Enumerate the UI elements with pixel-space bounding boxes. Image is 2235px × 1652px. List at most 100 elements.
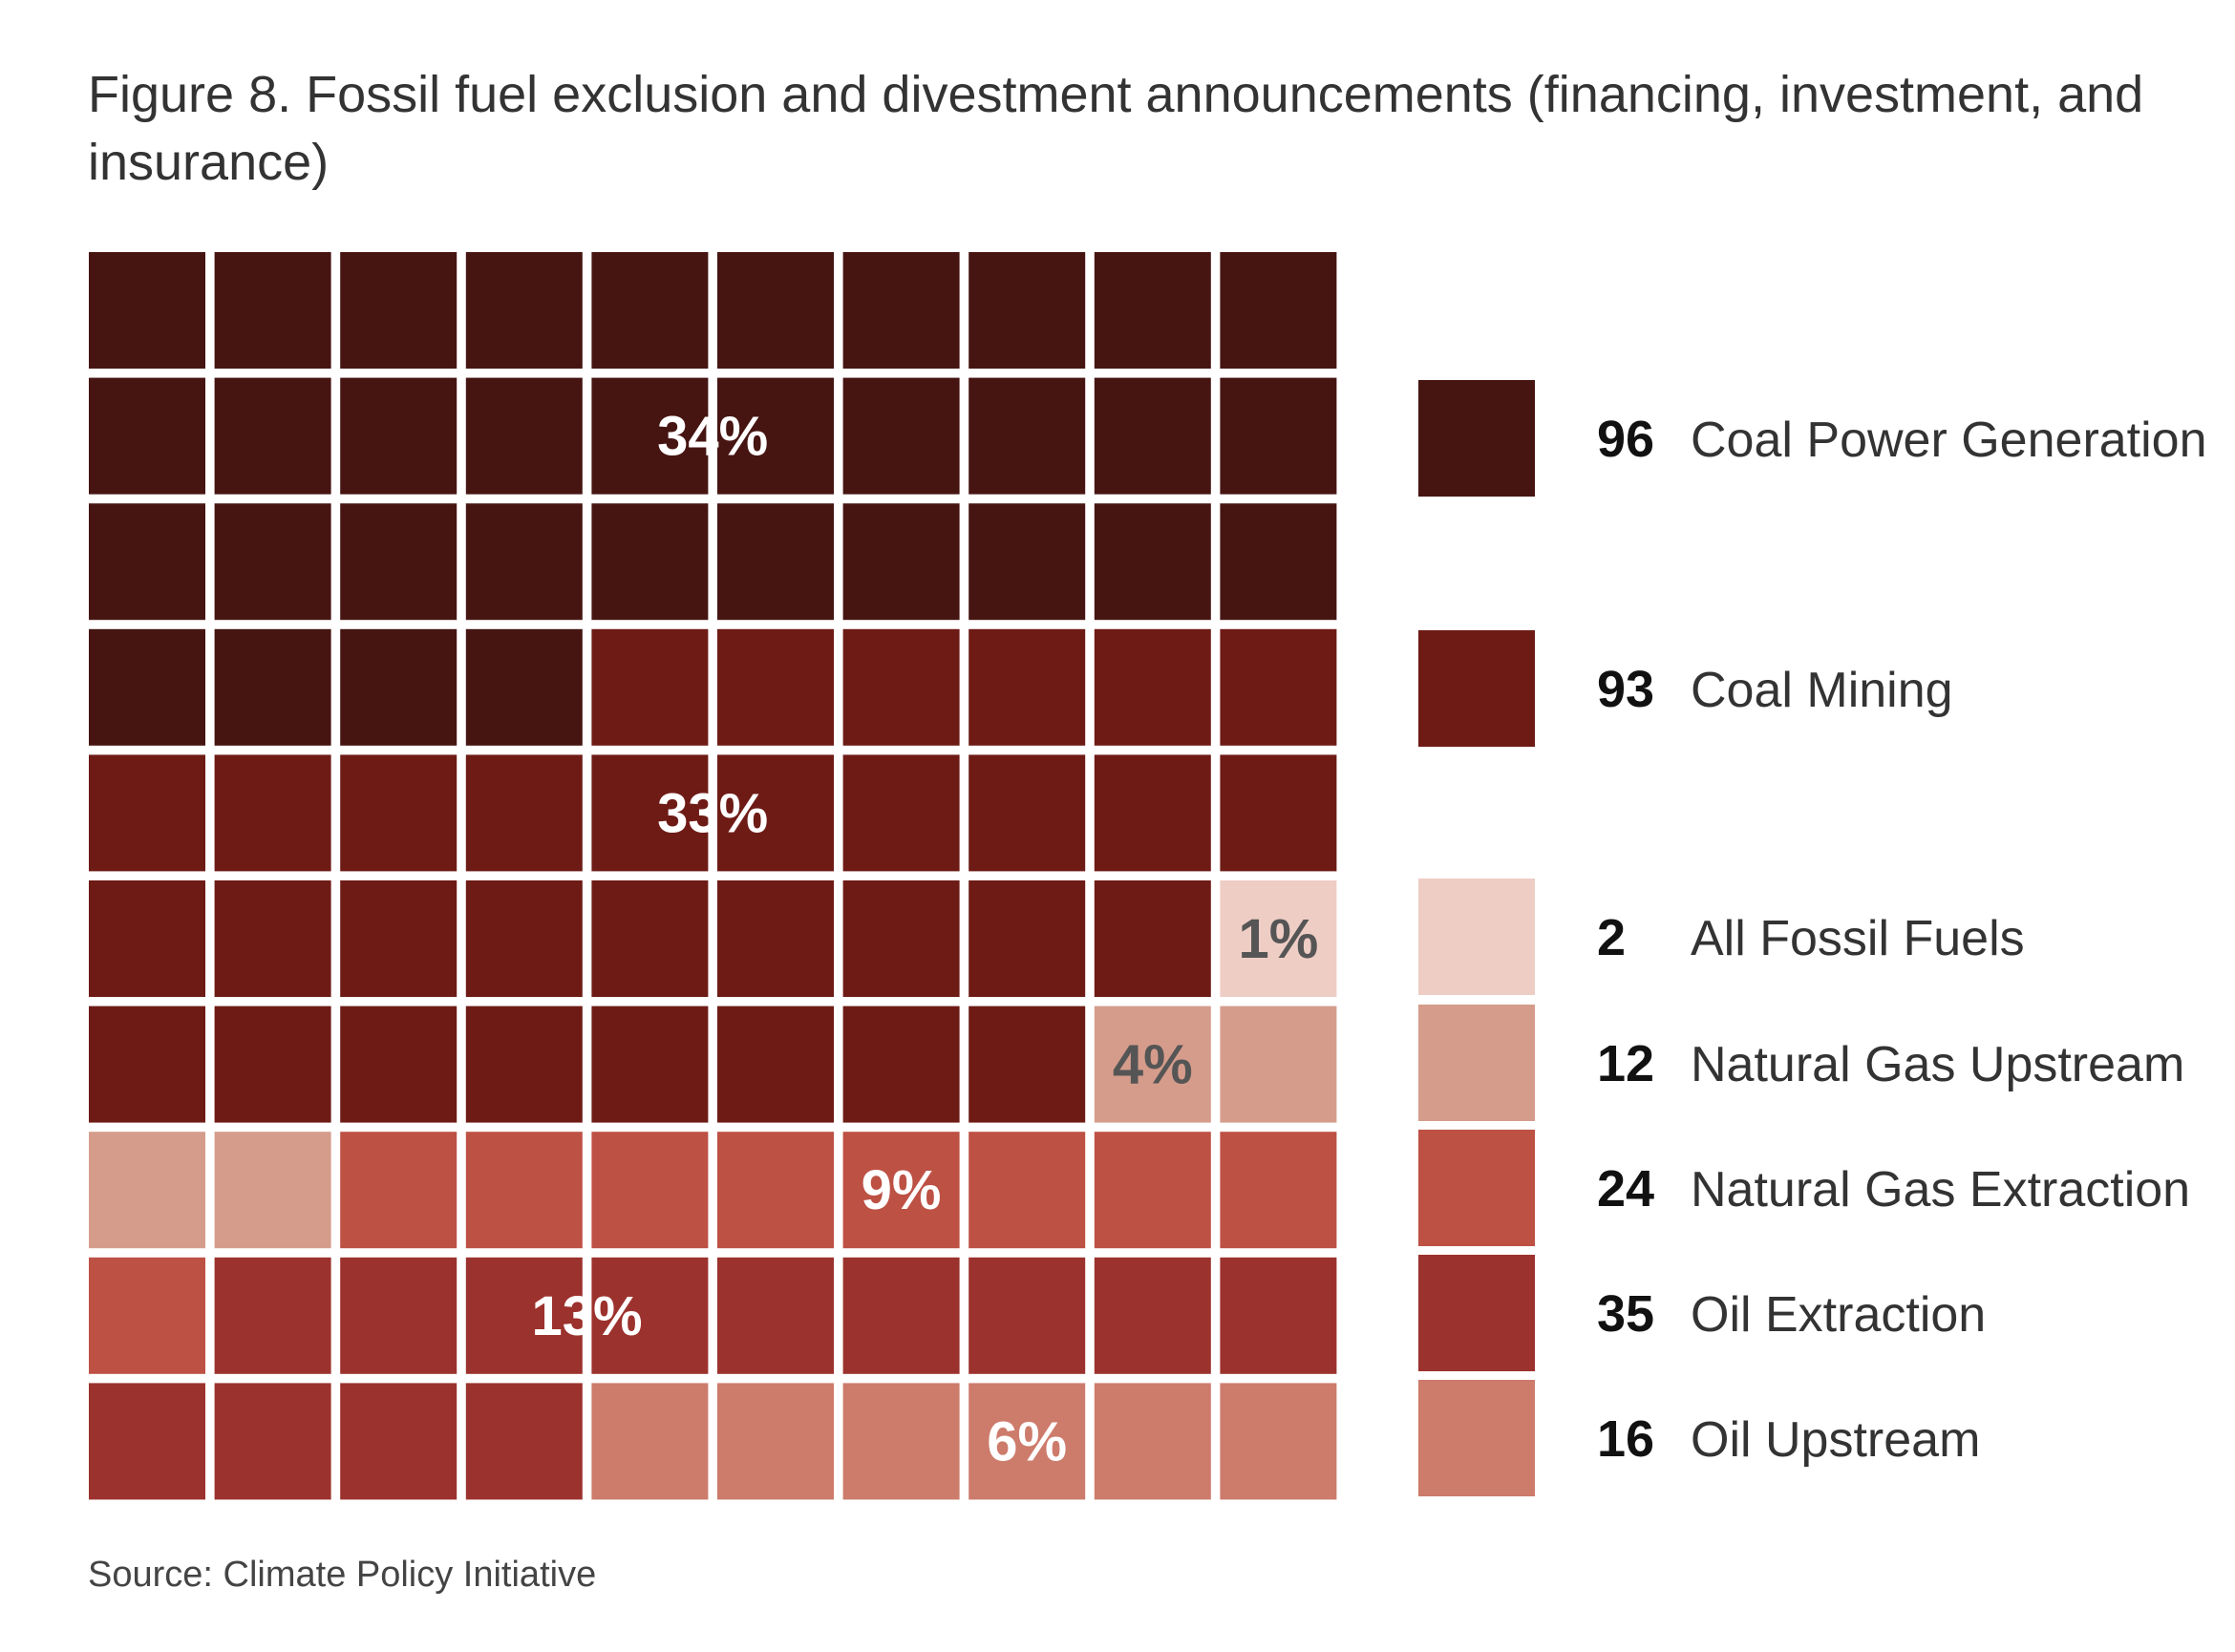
waffle-cell: [842, 1006, 960, 1123]
waffle-cell: [968, 503, 1086, 621]
waffle-cell: [968, 1006, 1086, 1123]
waffle-cell: [89, 1383, 205, 1500]
waffle-cell: [842, 880, 960, 997]
waffle-cell: [717, 503, 834, 621]
waffle-cell: [465, 1132, 583, 1249]
waffle-cell: [340, 880, 458, 997]
legend-swatch: [1418, 630, 1535, 747]
waffle-cell: [340, 503, 458, 621]
waffle-cell: [340, 1383, 458, 1500]
legend-item: 93 Coal Mining: [1418, 630, 1953, 747]
waffle-cell: [1094, 377, 1211, 495]
waffle-cell: [1094, 880, 1211, 997]
legend-swatch: [1418, 1255, 1535, 1371]
legend-label: Coal Mining: [1691, 663, 1953, 718]
waffle-cell: [591, 1257, 709, 1374]
waffle-cell: [89, 503, 205, 621]
waffle-cell: [717, 1257, 834, 1374]
waffle-cell: [842, 252, 960, 369]
waffle-cell: [1094, 503, 1211, 621]
waffle-cell: [214, 252, 331, 369]
waffle-cell: [591, 377, 709, 495]
waffle-cell: [214, 1257, 331, 1374]
waffle-cell: [1220, 754, 1337, 872]
waffle-cell: [1094, 754, 1211, 872]
waffle-cell: [340, 252, 458, 369]
waffle-cell: [1094, 1006, 1211, 1123]
waffle-cell: [842, 628, 960, 746]
waffle-cell: [465, 1383, 583, 1500]
waffle-cell: [591, 1006, 709, 1123]
waffle-cell: [1220, 1257, 1337, 1374]
legend-label: All Fossil Fuels: [1691, 911, 2025, 966]
percent-label: 1%: [1238, 908, 1318, 970]
waffle-cell: [340, 1006, 458, 1123]
waffle-cell: [465, 252, 583, 369]
waffle-cell: [591, 754, 709, 872]
legend-item: 35 Oil Extraction: [1418, 1255, 1986, 1371]
waffle-cell: [214, 880, 331, 997]
waffle-cell: [89, 754, 205, 872]
waffle-cell: [465, 1257, 583, 1374]
waffle-cell: [591, 880, 709, 997]
waffle-cell: [1220, 377, 1337, 495]
percent-label: 9%: [862, 1159, 942, 1221]
source-note: Source: Climate Policy Initiative: [88, 1555, 597, 1595]
waffle-cell: [340, 1132, 458, 1249]
waffle-cell: [968, 880, 1086, 997]
waffle-cell: [842, 754, 960, 872]
waffle-cell: [1220, 628, 1337, 746]
percent-label: 6%: [987, 1410, 1067, 1472]
waffle-cell: [89, 1006, 205, 1123]
waffle-cell: [89, 880, 205, 997]
waffle-cell: [214, 1383, 331, 1500]
waffle-cell: [1220, 1132, 1337, 1249]
waffle-cell: [1220, 1006, 1337, 1123]
waffle-cell: [1220, 252, 1337, 369]
waffle-cell: [340, 628, 458, 746]
waffle-cell: [717, 377, 834, 495]
waffle-cell: [1220, 1383, 1337, 1500]
waffle-cell: [465, 754, 583, 872]
waffle-cell: [214, 628, 331, 746]
waffle-cell: [465, 628, 583, 746]
waffle-cell: [89, 377, 205, 495]
waffle-cell: [1094, 1132, 1211, 1249]
legend-swatch: [1418, 1380, 1535, 1496]
legend-count: 93: [1597, 661, 1654, 718]
waffle-cell: [340, 1257, 458, 1374]
legend-count: 96: [1597, 411, 1654, 468]
legend: 96 Coal Power Generation 93 Coal Mining 2 All…: [1418, 380, 2207, 1496]
waffle-cell: [340, 377, 458, 495]
waffle-cell: [842, 1383, 960, 1500]
chart-title: Figure 8. Fossil fuel exclusion and dive…: [88, 66, 2144, 191]
waffle-cell: [717, 1006, 834, 1123]
legend-count: 24: [1597, 1160, 1654, 1218]
waffle-cell: [968, 628, 1086, 746]
waffle-cell: [214, 377, 331, 495]
legend-item: 12 Natural Gas Upstream: [1418, 1005, 2184, 1121]
waffle-cell: [717, 252, 834, 369]
waffle-cell: [1094, 252, 1211, 369]
waffle-cell: [1094, 1257, 1211, 1374]
legend-count: 16: [1597, 1410, 1654, 1468]
waffle-cell: [717, 1132, 834, 1249]
legend-swatch: [1418, 1005, 1535, 1121]
waffle-cell: [89, 252, 205, 369]
waffle-cell: [717, 628, 834, 746]
percent-label: 13%: [532, 1285, 643, 1347]
legend-count: 35: [1597, 1285, 1654, 1343]
percent-label: 34%: [657, 406, 768, 468]
legend-swatch: [1418, 1130, 1535, 1246]
waffle-cell: [465, 503, 583, 621]
percent-label: 4%: [1113, 1034, 1193, 1096]
waffle-cell: [214, 754, 331, 872]
legend-item: 2 All Fossil Fuels: [1418, 879, 2025, 995]
waffle-cell: [717, 754, 834, 872]
waffle-cell: [214, 503, 331, 621]
waffle-cell: [842, 503, 960, 621]
waffle-cell: [842, 1257, 960, 1374]
waffle-cell: [340, 754, 458, 872]
waffle-cell: [89, 1132, 205, 1249]
waffle-cells: [89, 252, 1337, 1500]
